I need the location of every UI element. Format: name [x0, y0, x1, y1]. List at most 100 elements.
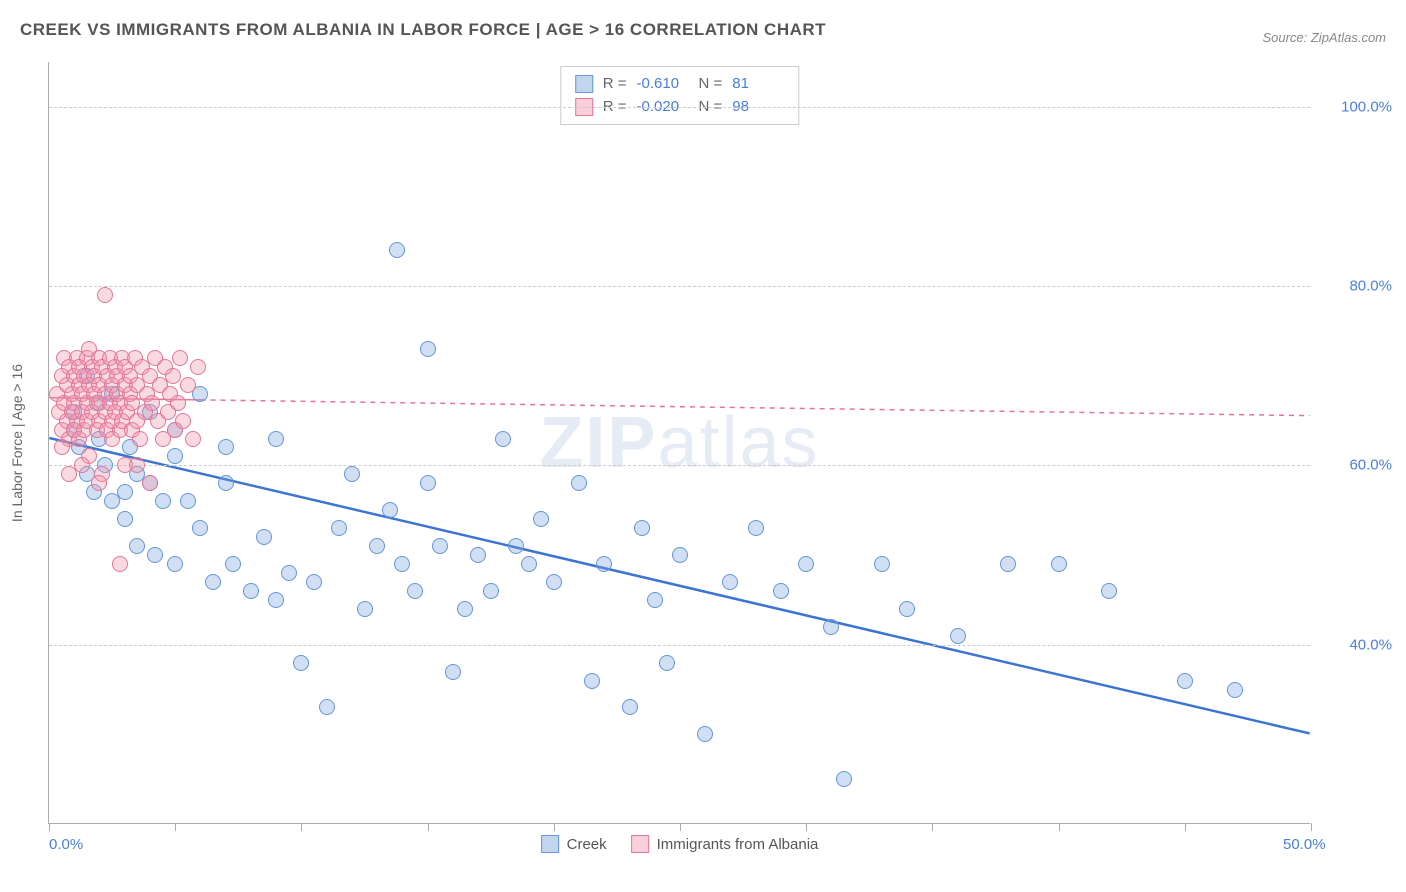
data-point [508, 538, 524, 554]
data-point [382, 502, 398, 518]
data-point [175, 413, 191, 429]
data-point [1101, 583, 1117, 599]
x-tick [554, 823, 555, 831]
gridline [49, 286, 1310, 287]
source-label: Source: ZipAtlas.com [1262, 30, 1386, 45]
stats-row: R = -0.610 N = 81 [575, 73, 785, 96]
data-point [420, 475, 436, 491]
data-point [407, 583, 423, 599]
data-point [205, 574, 221, 590]
data-point [112, 556, 128, 572]
data-point [97, 287, 113, 303]
data-point [61, 466, 77, 482]
data-point [167, 556, 183, 572]
x-tick [175, 823, 176, 831]
data-point [293, 655, 309, 671]
data-point [268, 431, 284, 447]
data-point [798, 556, 814, 572]
data-point [132, 431, 148, 447]
x-tick [806, 823, 807, 831]
data-point [147, 547, 163, 563]
x-tick [1311, 823, 1312, 831]
data-point [190, 359, 206, 375]
data-point [697, 726, 713, 742]
x-tick-label: 0.0% [49, 836, 83, 853]
legend-item: Creek [541, 835, 607, 853]
data-point [180, 493, 196, 509]
data-point [142, 475, 158, 491]
data-point [81, 341, 97, 357]
data-point [91, 475, 107, 491]
data-point [823, 619, 839, 635]
data-point [344, 466, 360, 482]
data-point [281, 565, 297, 581]
data-point [129, 457, 145, 473]
gridline [49, 107, 1310, 108]
data-point [571, 475, 587, 491]
data-point [1227, 682, 1243, 698]
stats-legend: R = -0.610 N = 81 R = -0.020 N = 98 [560, 66, 800, 125]
data-point [218, 475, 234, 491]
y-tick-label: 60.0% [1349, 457, 1392, 474]
data-point [129, 538, 145, 554]
x-tick [301, 823, 302, 831]
data-point [546, 574, 562, 590]
data-point [899, 601, 915, 617]
data-point [165, 368, 181, 384]
data-point [172, 350, 188, 366]
data-point [117, 511, 133, 527]
x-tick [932, 823, 933, 831]
data-point [319, 699, 335, 715]
data-point [470, 547, 486, 563]
legend-item: Immigrants from Albania [631, 835, 819, 853]
data-point [722, 574, 738, 590]
data-point [180, 377, 196, 393]
x-tick-label: 50.0% [1283, 836, 1326, 853]
data-point [672, 547, 688, 563]
data-point [331, 520, 347, 536]
trend-lines [49, 62, 1310, 823]
data-point [445, 664, 461, 680]
swatch-icon [541, 835, 559, 853]
data-point [144, 395, 160, 411]
watermark: ZIPatlas [539, 402, 819, 484]
chart-title: CREEK VS IMMIGRANTS FROM ALBANIA IN LABO… [20, 20, 826, 40]
scatter-chart: ZIPatlas In Labor Force | Age > 16 R = -… [48, 62, 1310, 824]
x-tick [1185, 823, 1186, 831]
data-point [170, 395, 186, 411]
data-point [596, 556, 612, 572]
data-point [533, 511, 549, 527]
gridline [49, 465, 1310, 466]
x-tick [428, 823, 429, 831]
data-point [634, 520, 650, 536]
data-point [192, 520, 208, 536]
data-point [950, 628, 966, 644]
data-point [647, 592, 663, 608]
y-tick-label: 40.0% [1349, 636, 1392, 653]
data-point [117, 484, 133, 500]
data-point [659, 655, 675, 671]
data-point [1177, 673, 1193, 689]
data-point [357, 601, 373, 617]
data-point [836, 771, 852, 787]
data-point [54, 439, 70, 455]
data-point [243, 583, 259, 599]
data-point [1000, 556, 1016, 572]
data-point [521, 556, 537, 572]
data-point [268, 592, 284, 608]
y-tick-label: 100.0% [1341, 98, 1392, 115]
x-tick [1059, 823, 1060, 831]
series-legend: Creek Immigrants from Albania [541, 835, 819, 853]
data-point [432, 538, 448, 554]
x-tick [49, 823, 50, 831]
data-point [306, 574, 322, 590]
data-point [394, 556, 410, 572]
data-point [457, 601, 473, 617]
y-axis-title: In Labor Force | Age > 16 [9, 363, 25, 521]
swatch-icon [575, 75, 593, 93]
y-tick-label: 80.0% [1349, 278, 1392, 295]
data-point [256, 529, 272, 545]
data-point [185, 431, 201, 447]
gridline [49, 645, 1310, 646]
data-point [495, 431, 511, 447]
